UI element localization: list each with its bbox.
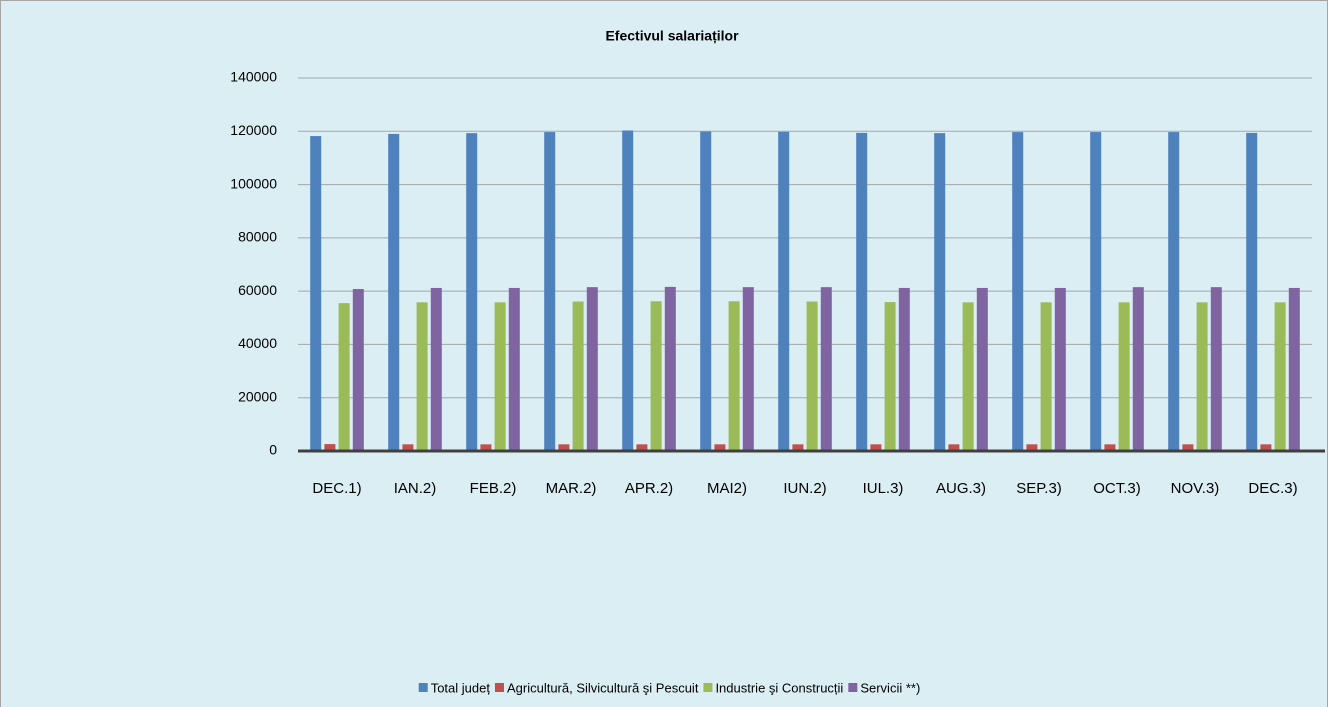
bar	[778, 131, 790, 451]
bar	[976, 287, 988, 451]
legend-swatch	[848, 683, 858, 692]
bar	[884, 302, 896, 451]
y-tick-label: 80000	[238, 229, 277, 245]
bar	[870, 444, 882, 451]
chart-title: Efectivul salariaților	[605, 28, 739, 44]
bar	[700, 131, 712, 452]
bar	[714, 444, 726, 451]
bar	[558, 444, 570, 451]
bar	[622, 130, 634, 451]
bar	[1026, 444, 1038, 451]
bar	[586, 287, 598, 451]
y-tick-label: 60000	[238, 282, 277, 298]
bar	[1288, 287, 1300, 451]
x-tick-label: APR.2)	[625, 480, 673, 497]
bar	[494, 302, 506, 451]
bar	[1118, 302, 1130, 451]
bar	[1196, 302, 1208, 451]
bar	[1090, 132, 1102, 451]
bar	[352, 289, 364, 451]
y-tick-label: 0	[269, 442, 277, 458]
x-tick-label: AUG.3)	[936, 480, 986, 497]
x-tick-label: DEC.3)	[1248, 480, 1297, 497]
bar	[416, 302, 428, 451]
bar	[898, 287, 910, 451]
x-tick-label: IUL.3)	[863, 480, 904, 497]
x-tick-label: SEP.3)	[1016, 480, 1062, 497]
x-tick-label: NOV.3)	[1171, 480, 1220, 497]
x-tick-label: IAN.2)	[394, 480, 437, 497]
x-tick-label: DEC.1)	[312, 480, 361, 497]
bar	[508, 287, 520, 451]
bar	[1274, 302, 1286, 451]
x-tick-label: OCT.3)	[1093, 480, 1141, 497]
y-tick-label: 100000	[230, 175, 277, 191]
bar	[962, 302, 974, 451]
bar	[742, 287, 754, 451]
bar	[310, 136, 322, 451]
legend-label: Servicii **)	[860, 680, 920, 695]
bar	[402, 444, 414, 451]
y-tick-label: 20000	[238, 388, 277, 404]
bar	[466, 133, 478, 452]
bar	[544, 132, 556, 451]
bar	[1132, 287, 1144, 451]
bar	[388, 133, 400, 451]
bar	[1168, 132, 1180, 451]
bar	[1104, 444, 1116, 451]
x-tick-label: MAR.2)	[546, 480, 597, 497]
bar	[1182, 444, 1194, 451]
bar	[792, 444, 804, 451]
legend-label: Agricultură, Silvicultură şi Pescuit	[507, 680, 699, 695]
y-tick-label: 140000	[230, 69, 277, 85]
x-tick-label: MAI2)	[707, 480, 747, 497]
bar	[338, 303, 350, 451]
bar	[1040, 302, 1052, 451]
bar	[728, 301, 740, 451]
bar	[856, 132, 868, 452]
bar	[636, 444, 648, 451]
y-tick-label: 40000	[238, 335, 277, 351]
bar	[664, 286, 676, 451]
legend-swatch	[418, 683, 428, 692]
bar	[480, 444, 492, 451]
legend-label: Total județ	[431, 680, 491, 695]
bar	[934, 133, 946, 452]
bar	[650, 301, 662, 451]
bar	[948, 444, 960, 451]
bar	[1012, 132, 1024, 451]
x-tick-label: IUN.2)	[783, 480, 826, 497]
legend-label: Industrie şi Construcții	[715, 680, 843, 695]
bar	[572, 301, 584, 451]
bar	[806, 301, 818, 451]
bar	[1260, 444, 1272, 451]
legend-swatch	[703, 683, 713, 692]
legend-swatch	[494, 683, 504, 692]
bar	[1246, 132, 1258, 452]
bar	[324, 444, 336, 451]
bar	[820, 287, 832, 451]
bar	[430, 287, 442, 451]
x-tick-label: FEB.2)	[470, 480, 517, 497]
bar	[1054, 287, 1066, 451]
bar	[1210, 287, 1222, 451]
y-tick-label: 120000	[230, 122, 277, 138]
